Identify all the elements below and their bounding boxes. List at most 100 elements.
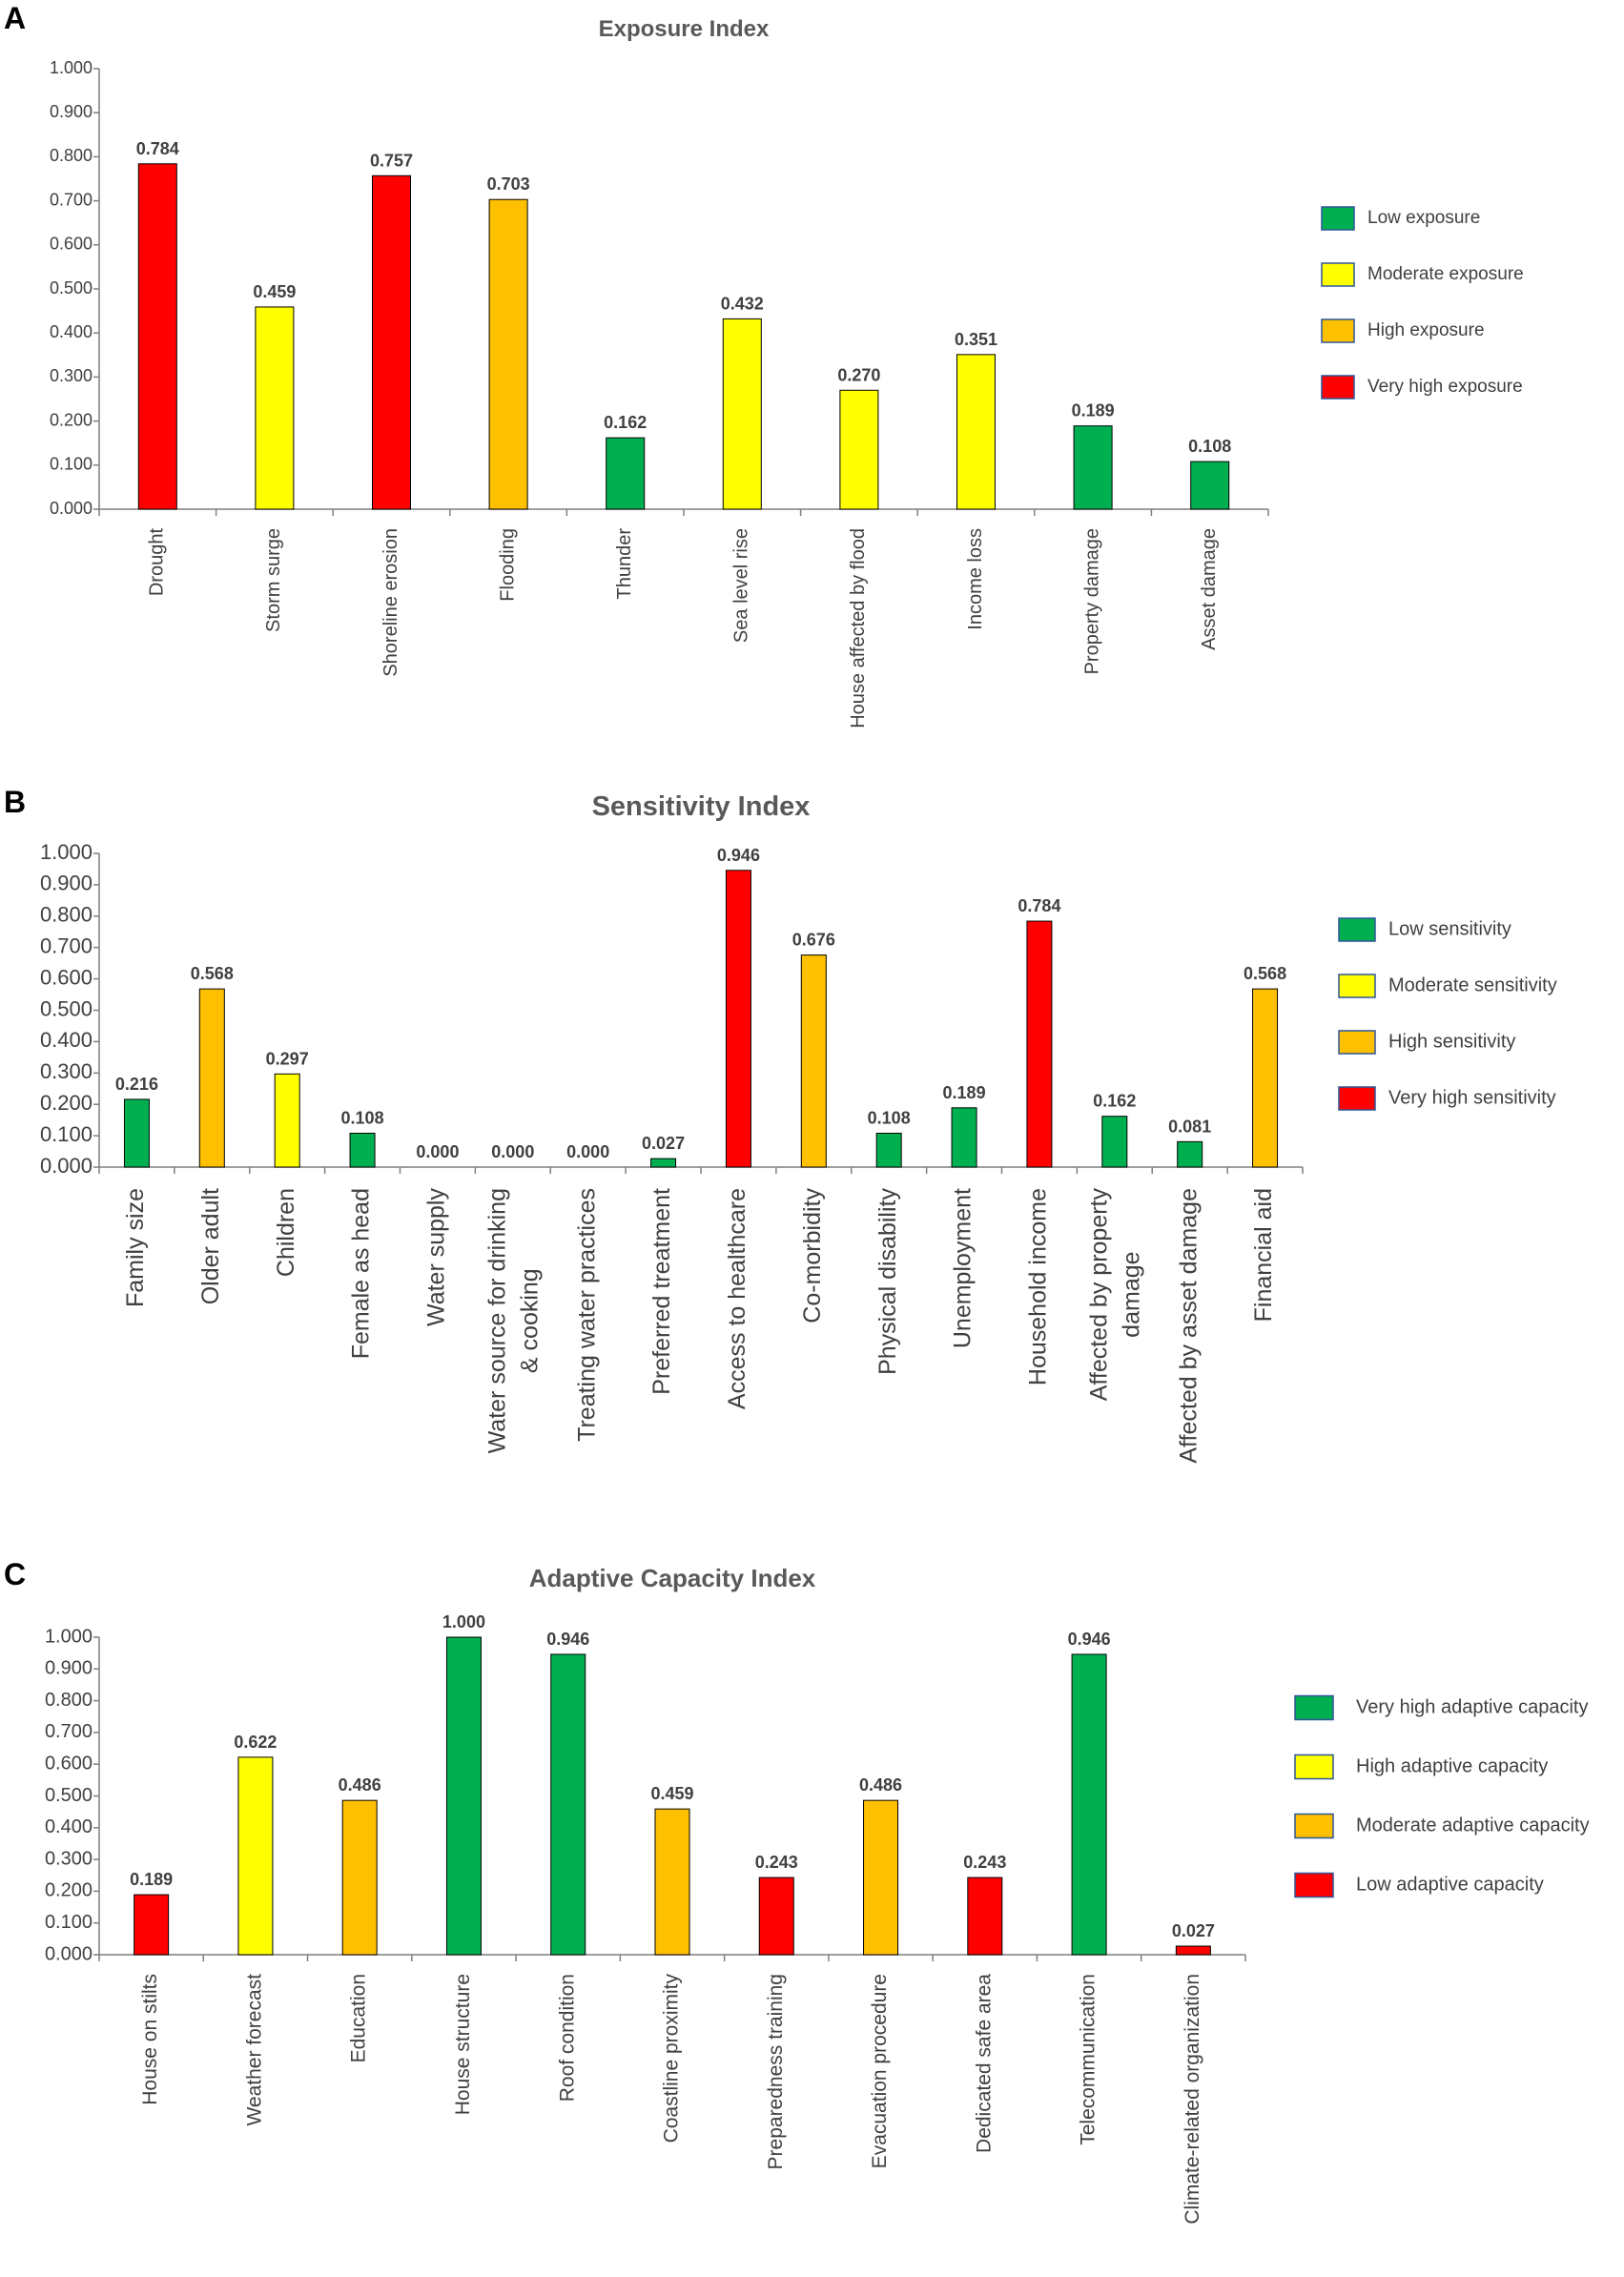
legend-swatch [1294, 1694, 1334, 1721]
y-tick-label: 0.900 [40, 872, 93, 895]
x-category-label: Income loss [965, 528, 986, 630]
x-category-label: Education [348, 1974, 370, 2062]
y-tick-label: 0.800 [45, 1690, 93, 1711]
bar-value-label: 0.459 [253, 282, 296, 301]
legend-label: Moderate adaptive capacity [1356, 1815, 1590, 1836]
bar [956, 354, 996, 510]
bar-value-label: 0.703 [487, 174, 530, 194]
y-tick-label: 0.200 [45, 1880, 93, 1901]
y-tick-label: 0.100 [45, 1912, 93, 1933]
bar [1190, 461, 1230, 510]
legend-label: Low adaptive capacity [1356, 1874, 1544, 1895]
y-tick-label: 0.600 [40, 965, 93, 989]
bar [134, 1894, 170, 1956]
y-tick-label: 0.700 [40, 934, 93, 958]
bar [1252, 988, 1279, 1168]
bar [550, 1653, 586, 1956]
x-category-label: Telecommunication [1078, 1974, 1100, 2145]
y-tick-label: 0.500 [40, 996, 93, 1020]
y-tick-label: 0.500 [45, 1785, 93, 1806]
bar-value-label: 0.162 [604, 413, 647, 432]
bar [1101, 1116, 1128, 1168]
legend-label: Low sensitivity [1388, 918, 1511, 939]
bar-value-label: 0.459 [650, 1784, 693, 1803]
legend-label: Very high sensitivity [1388, 1087, 1556, 1108]
legend-swatch [1338, 1086, 1376, 1111]
x-category-label: Roof condition [556, 1974, 578, 2102]
x-category-label: Coastline proximity [661, 1974, 683, 2144]
bar-value-label: 0.081 [1168, 1117, 1211, 1136]
y-tick-label: 0.300 [40, 1059, 93, 1083]
legend-label: Low exposure [1367, 208, 1480, 228]
bar [237, 1756, 274, 1956]
chart-panel-c: C Adaptive Capacity Index 0.000 0.100 0.200 0… [4, 1557, 1590, 2225]
bar [123, 1098, 150, 1168]
x-category-label: Affected by asset damage [1175, 1188, 1202, 1464]
bar-value-label: 0.000 [566, 1142, 609, 1161]
x-category-label: Affected by property damage [1086, 1188, 1145, 1402]
y-tick-label: 0.800 [50, 146, 93, 165]
x-category-label: Preferred treatment [648, 1188, 675, 1395]
y-tick-label: 0.800 [40, 903, 93, 927]
bar [198, 988, 225, 1168]
bar-value-label: 0.784 [136, 139, 179, 158]
x-category-label: Household income [1025, 1188, 1052, 1385]
bar [274, 1073, 300, 1168]
x-category-label: House affected by flood [848, 528, 869, 728]
bar-value-label: 1.000 [442, 1612, 485, 1631]
bar [488, 198, 528, 510]
x-category-label: Shoreline erosion [380, 528, 401, 677]
bar-value-label: 0.351 [955, 330, 997, 349]
x-category-label: House structure [452, 1974, 474, 2115]
x-category-label: Property damage [1081, 528, 1102, 674]
legend-swatch [1321, 318, 1355, 343]
legend-swatch [1321, 375, 1355, 400]
legend-swatch [1294, 1754, 1334, 1780]
legend-label: Moderate sensitivity [1388, 974, 1557, 995]
bar-value-label: 0.189 [943, 1083, 986, 1102]
x-category-label: Family size [122, 1188, 149, 1307]
bar [1071, 1653, 1107, 1956]
bar [863, 1799, 899, 1956]
y-tick-label: 0.000 [50, 499, 93, 518]
legend-label: Moderate exposure [1367, 264, 1524, 284]
x-category-label: Water supply [423, 1188, 450, 1326]
x-category-label: Co-morbidity [799, 1188, 826, 1323]
bar-value-label: 0.946 [1068, 1630, 1111, 1649]
bar [606, 437, 646, 510]
y-tick-label: 0.600 [45, 1753, 93, 1774]
y-tick-label: 0.300 [45, 1848, 93, 1869]
bar [1026, 920, 1053, 1168]
chart-title: Exposure Index [599, 16, 770, 42]
y-tick-label: 0.000 [40, 1154, 93, 1178]
y-tick-label: 0.200 [50, 410, 93, 429]
y-tick-label: 0.400 [40, 1028, 93, 1052]
bar-value-label: 0.486 [339, 1775, 381, 1795]
x-category-label-line: Water source for drinking [484, 1188, 511, 1453]
bar [654, 1808, 690, 1956]
legend-label: High adaptive capacity [1356, 1755, 1548, 1776]
bar-value-label: 0.027 [1172, 1921, 1215, 1940]
legend-label: High exposure [1367, 320, 1485, 340]
y-tick-label: 0.500 [50, 278, 93, 297]
legend-swatch [1338, 1030, 1376, 1055]
bar-value-label: 0.108 [1188, 437, 1231, 456]
x-category-label: Dedicated safe area [973, 1974, 995, 2153]
bar [951, 1107, 977, 1168]
bar-value-label: 0.027 [642, 1134, 685, 1153]
y-tick-label: 1.000 [45, 1626, 93, 1647]
x-category-label: Evacuation procedure [869, 1974, 891, 2168]
x-category-label: Storm surge [263, 528, 284, 632]
bar [875, 1132, 902, 1168]
bar [372, 174, 411, 510]
legend-swatch [1321, 206, 1355, 231]
y-tick-label: 1.000 [40, 840, 93, 864]
y-tick-label: 1.000 [50, 58, 93, 77]
x-category-label: Unemployment [950, 1188, 976, 1348]
bar-value-label: 0.568 [191, 964, 234, 983]
x-category-label-line: damage [1119, 1251, 1145, 1337]
legend-swatch [1321, 262, 1355, 287]
bar-value-label: 0.189 [1072, 401, 1115, 421]
x-category-label: House on stilts [139, 1974, 161, 2105]
bar-value-label: 0.486 [859, 1775, 902, 1795]
